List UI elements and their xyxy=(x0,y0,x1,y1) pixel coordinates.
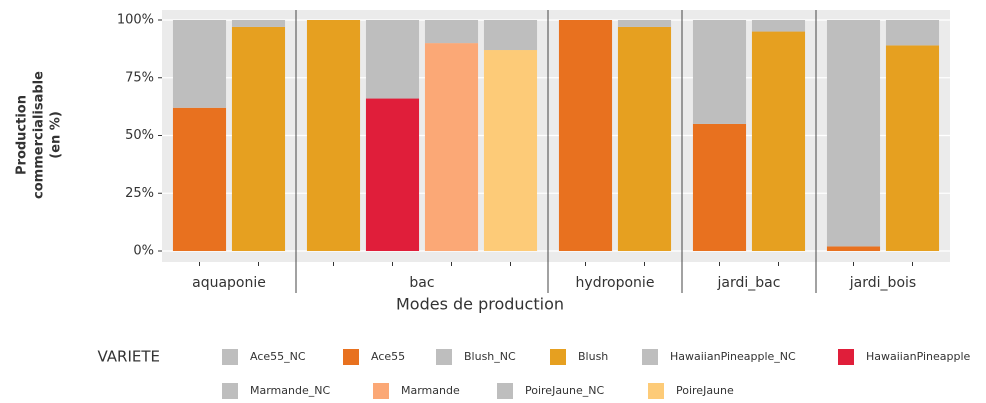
legend-label: Ace55_NC xyxy=(250,350,306,363)
facet-label: jardi_bois xyxy=(849,275,916,291)
bar-segment xyxy=(365,20,420,99)
y-tick-label: 0% xyxy=(133,244,154,259)
legend-label: Marmande_NC xyxy=(250,384,330,397)
bar-segment xyxy=(424,20,479,44)
y-tick-label: 75% xyxy=(125,70,154,85)
legend-label: Blush_NC xyxy=(464,350,516,363)
bar-segment xyxy=(751,31,806,251)
y-axis-title: commercialisable xyxy=(32,71,47,199)
bar-segment xyxy=(692,123,747,251)
legend-key xyxy=(497,383,513,399)
legend-key xyxy=(343,349,359,365)
bar-segment xyxy=(483,20,538,51)
bar-segment xyxy=(483,50,538,251)
legend-key xyxy=(642,349,658,365)
legend-key xyxy=(838,349,854,365)
bar-segment xyxy=(885,20,940,46)
legend-key xyxy=(373,383,389,399)
legend-label: HawaiianPineapple xyxy=(866,350,971,363)
bar-segment xyxy=(692,20,747,124)
y-axis-title: Production xyxy=(15,95,30,175)
bar-segment xyxy=(365,98,420,251)
bar-segment xyxy=(617,26,672,252)
bar-segment xyxy=(826,20,881,247)
facet-label: aquaponie xyxy=(192,275,266,291)
y-tick-label: 25% xyxy=(125,186,154,201)
facet-label: bac xyxy=(409,275,434,291)
y-tick-label: 100% xyxy=(117,13,154,28)
bar-segment xyxy=(617,20,672,27)
y-axis-title: (en %) xyxy=(49,111,64,159)
bar-segment xyxy=(306,20,361,251)
legend-label: HawaiianPineapple_NC xyxy=(670,350,796,363)
y-tick-label: 50% xyxy=(125,128,154,143)
bar-segment xyxy=(172,20,227,108)
bar-segment xyxy=(424,43,479,251)
legend-key xyxy=(550,349,566,365)
bar-segment xyxy=(751,20,806,32)
legend-key xyxy=(222,383,238,399)
bar-segment xyxy=(172,107,227,251)
legend-label: Ace55 xyxy=(371,350,405,363)
bar-segment xyxy=(826,246,881,251)
facet-label: hydroponie xyxy=(576,275,655,291)
legend-label: Blush xyxy=(578,350,608,363)
legend-label: PoireJaune xyxy=(676,384,734,397)
legend-key xyxy=(436,349,452,365)
facet-label: jardi_bac xyxy=(717,275,781,291)
bar-segment xyxy=(885,45,940,251)
bar-segment xyxy=(558,20,613,251)
bar-segment xyxy=(231,26,286,252)
bar-segment xyxy=(231,20,286,27)
legend-key xyxy=(222,349,238,365)
x-axis-title: Modes de production xyxy=(396,295,564,314)
legend-title: VARIETE xyxy=(97,348,160,366)
legend-label: Marmande xyxy=(401,384,460,397)
legend-label: PoireJaune_NC xyxy=(525,384,605,397)
legend-key xyxy=(648,383,664,399)
